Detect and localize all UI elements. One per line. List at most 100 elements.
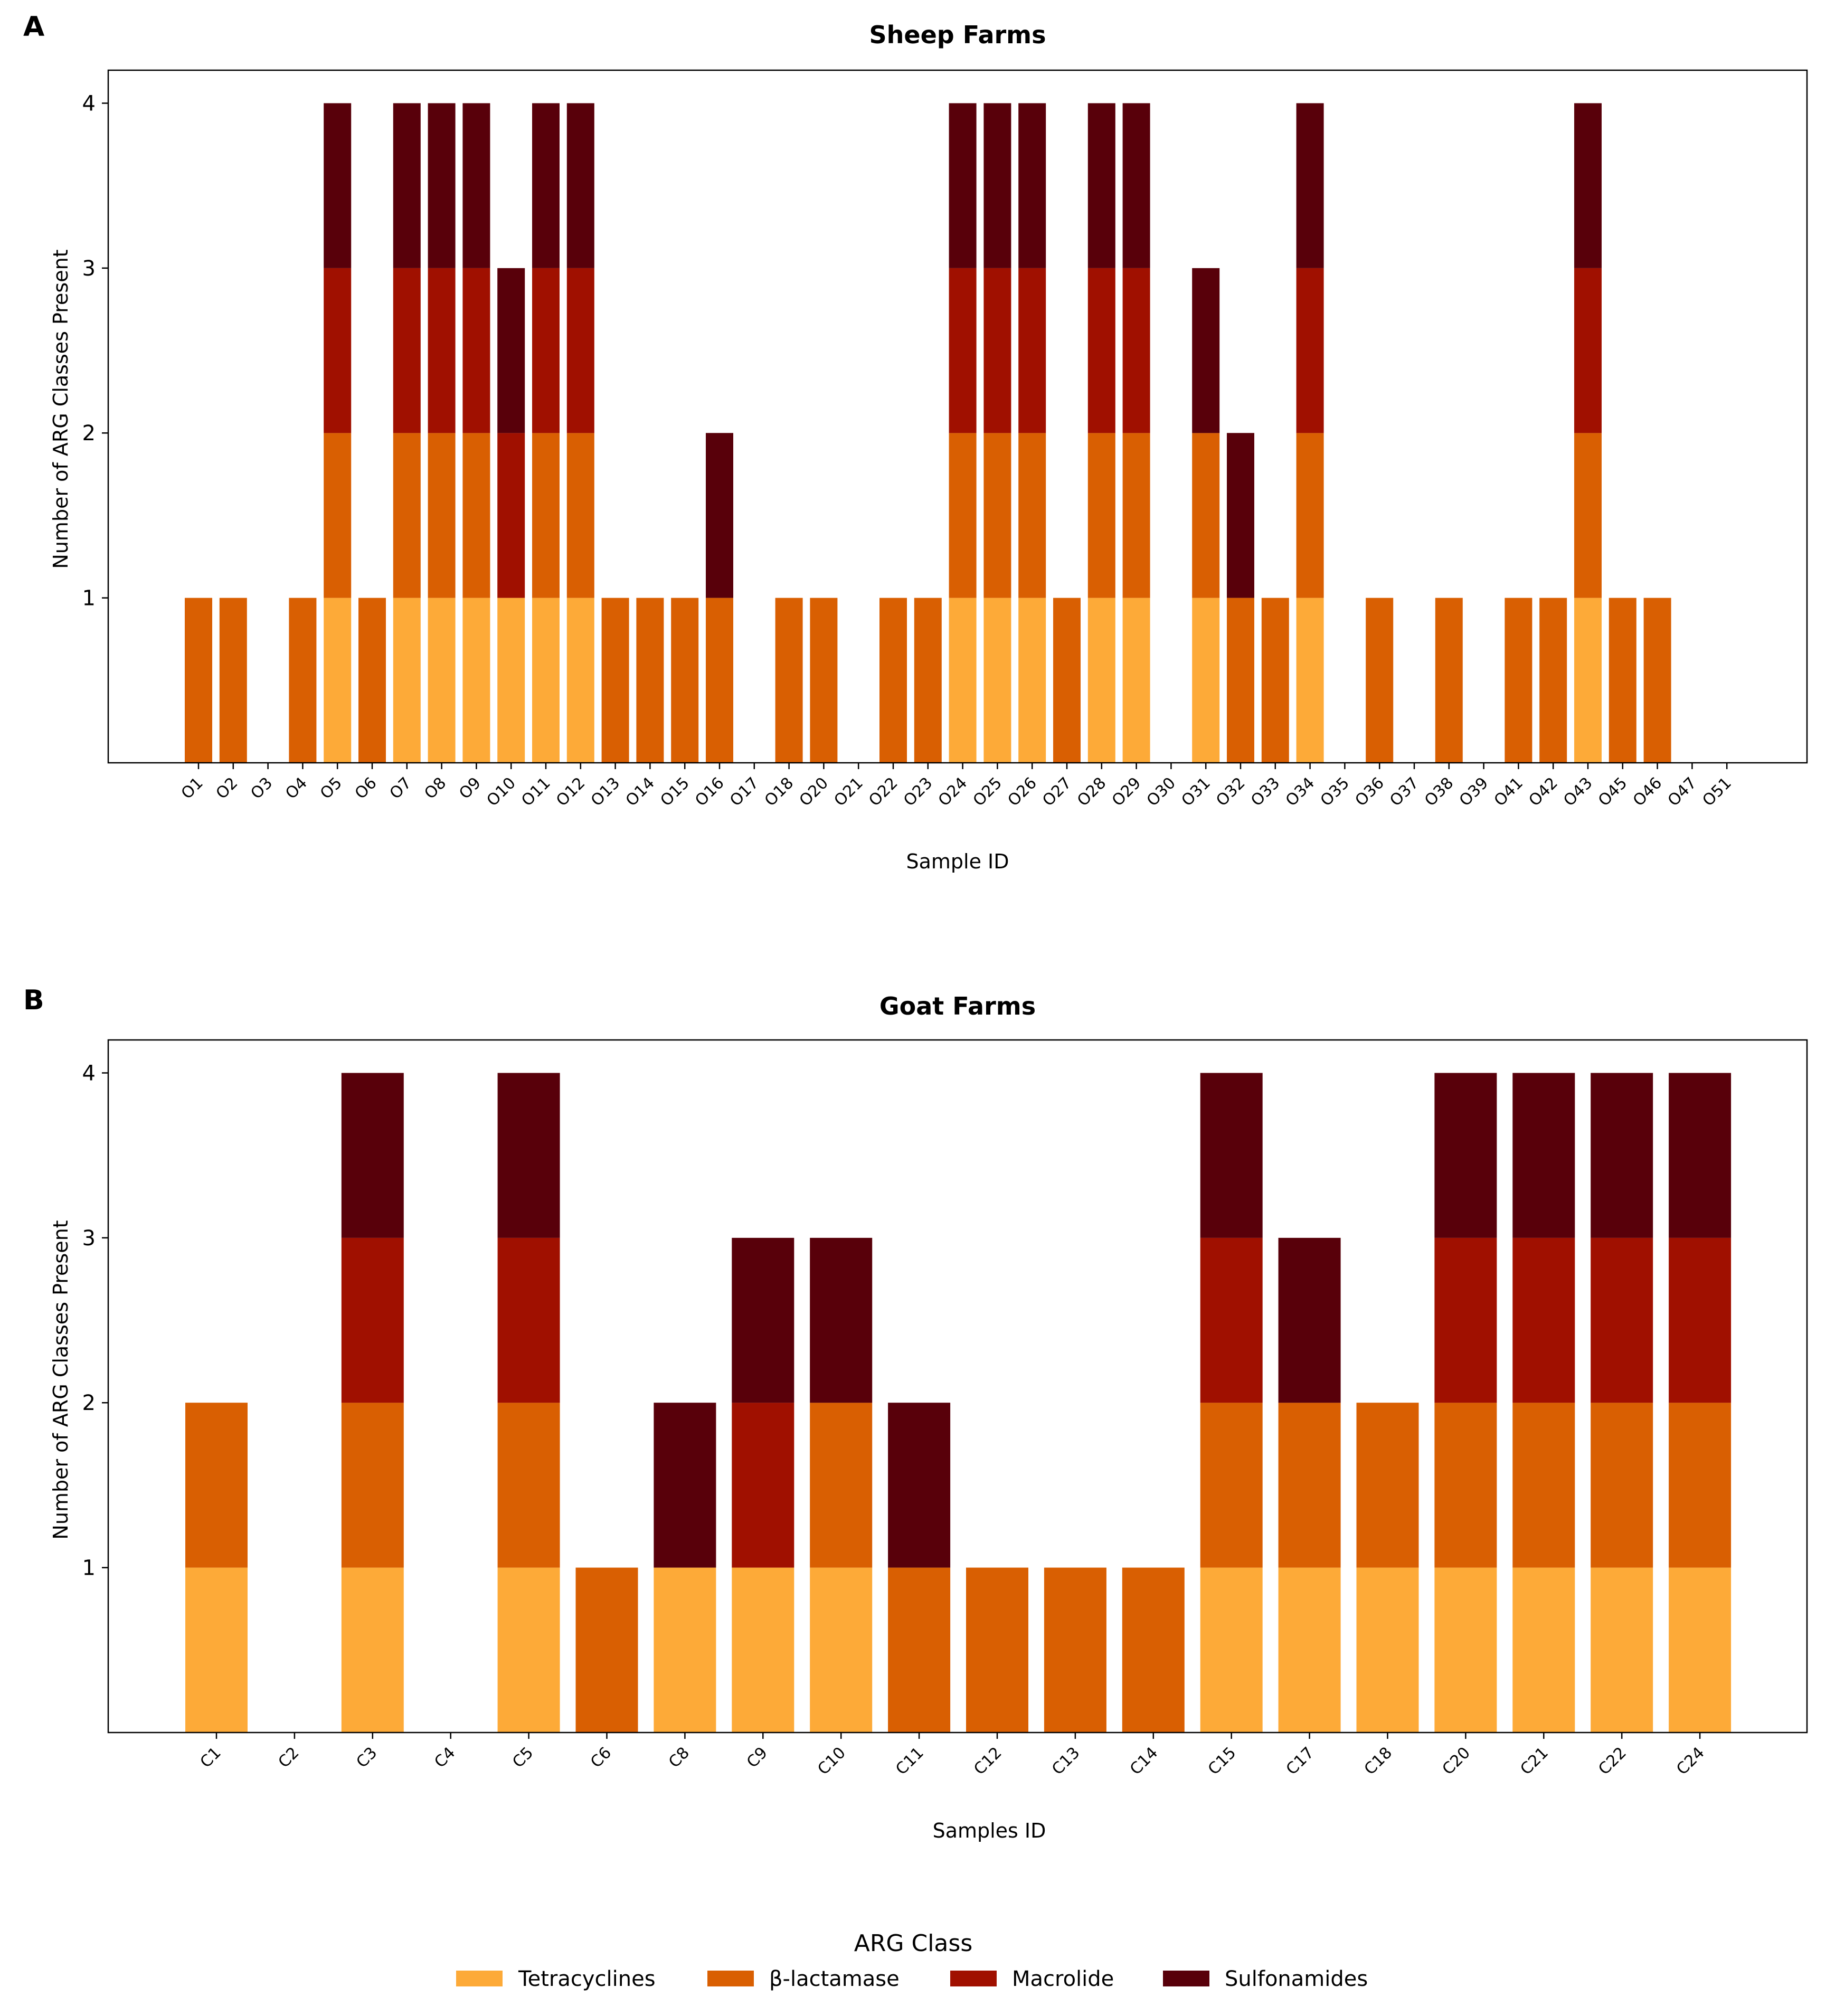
panel-letter: A — [23, 11, 44, 43]
bar-o34-lactamase — [1296, 433, 1324, 598]
bar-o29-tetracyclines — [1122, 598, 1150, 763]
y-tick-label: 2 — [82, 1391, 96, 1415]
y-tick-label: 4 — [82, 91, 96, 116]
bar-c14-lactamase — [1122, 1567, 1185, 1733]
bar-o22-lactamase — [879, 598, 907, 763]
bar-c20-sulfonamides — [1434, 1073, 1497, 1238]
bar-o11-lactamase — [532, 433, 560, 598]
bar-o24-lactamase — [949, 433, 977, 598]
bar-o5-sulfonamides — [324, 103, 352, 268]
y-axis-ticks: 1 2 3 4 — [82, 91, 108, 611]
bar-c10-sulfonamides — [810, 1237, 873, 1403]
bar-o4-lactamase — [289, 598, 317, 763]
bar-o12-sulfonamides — [566, 103, 594, 268]
bar-c10-lactamase — [810, 1403, 873, 1568]
plot-frame — [107, 1039, 1808, 1734]
bar-c8-tetracyclines — [654, 1567, 716, 1733]
bar-c5-lactamase — [497, 1403, 560, 1568]
legend-label-macrolide: Macrolide — [1012, 1967, 1114, 1991]
bar-o12-macrolide — [566, 268, 594, 433]
bar-o2-lactamase — [219, 598, 247, 763]
bar-o46-lactamase — [1643, 598, 1671, 763]
bar-o43-macrolide — [1574, 268, 1602, 433]
legend-swatch-tetracyclines — [456, 1971, 503, 1986]
bar-o29-lactamase — [1122, 433, 1150, 598]
bar-o9-macrolide — [462, 268, 490, 433]
bar-c9-tetracyclines — [732, 1567, 794, 1733]
bar-o18-lactamase — [775, 598, 803, 763]
bar-c18-lactamase — [1356, 1403, 1419, 1568]
bar-o45-lactamase — [1609, 598, 1636, 763]
bar-o29-sulfonamides — [1122, 103, 1150, 268]
bar-o11-tetracyclines — [532, 598, 560, 763]
bar-c13-lactamase — [1044, 1567, 1106, 1733]
bar-o28-tetracyclines — [1087, 598, 1115, 763]
bar-c3-tetracyclines — [341, 1567, 404, 1733]
legend-label-lactamase: β-lactamase — [769, 1967, 900, 1991]
bar-c15-lactamase — [1200, 1403, 1263, 1568]
bar-o25-sulfonamides — [983, 103, 1011, 268]
bar-o6-lactamase — [358, 598, 386, 763]
y-tick-label: 3 — [82, 1226, 96, 1251]
bar-c10-tetracyclines — [810, 1567, 873, 1733]
bar-o8-tetracyclines — [428, 598, 456, 763]
legend-title: ARG Class — [854, 1930, 973, 1957]
bar-c20-macrolide — [1434, 1237, 1497, 1403]
plot-frame — [107, 69, 1808, 764]
legend-swatch-lactamase — [707, 1971, 754, 1986]
bar-o33-lactamase — [1261, 598, 1289, 763]
legend-label-sulfonamides: Sulfonamides — [1225, 1967, 1368, 1991]
bar-c21-sulfonamides — [1512, 1073, 1575, 1238]
bar-c5-macrolide — [497, 1237, 560, 1403]
y-axis-label: Number of ARG Classes Present — [49, 1220, 72, 1539]
bar-o24-macrolide — [949, 268, 977, 433]
bar-c9-macrolide — [732, 1403, 794, 1568]
y-tick-label: 1 — [82, 1556, 96, 1580]
bar-c24-sulfonamides — [1669, 1073, 1732, 1238]
bar-c22-macrolide — [1591, 1237, 1653, 1403]
bar-o31-tetracyclines — [1192, 598, 1220, 763]
bar-o38-lactamase — [1435, 598, 1463, 763]
bar-o5-macrolide — [324, 268, 352, 433]
bar-c22-lactamase — [1591, 1403, 1653, 1568]
bar-o24-tetracyclines — [949, 598, 977, 763]
bar-c11-sulfonamides — [888, 1403, 951, 1568]
bar-c18-tetracyclines — [1356, 1567, 1419, 1733]
bar-c3-lactamase — [341, 1403, 404, 1568]
bar-c15-tetracyclines — [1200, 1567, 1263, 1733]
bar-o31-lactamase — [1192, 433, 1220, 598]
bar-o25-macrolide — [983, 268, 1011, 433]
legend-swatch-macrolide — [950, 1971, 997, 1986]
bar-o10-tetracyclines — [497, 598, 525, 763]
x-axis-label: Samples ID — [933, 1819, 1046, 1842]
y-axis-label: Number of ARG Classes Present — [49, 249, 72, 569]
bar-o31-sulfonamides — [1192, 268, 1220, 433]
legend-swatch-sulfonamides — [1163, 1971, 1209, 1986]
bar-o14-lactamase — [636, 598, 664, 763]
bar-o8-lactamase — [428, 433, 456, 598]
bar-c12-lactamase — [966, 1567, 1028, 1733]
bar-c9-sulfonamides — [732, 1237, 794, 1403]
y-tick-label: 3 — [82, 257, 96, 281]
bar-o9-tetracyclines — [462, 598, 490, 763]
chart-title: Goat Farms — [879, 992, 1036, 1020]
bar-o9-sulfonamides — [462, 103, 490, 268]
bar-o24-sulfonamides — [949, 103, 977, 268]
bar-o25-lactamase — [983, 433, 1011, 598]
bar-c3-macrolide — [341, 1237, 404, 1403]
bar-c17-sulfonamides — [1278, 1237, 1341, 1403]
bar-o7-sulfonamides — [393, 103, 421, 268]
bar-c24-macrolide — [1669, 1237, 1732, 1403]
bar-o10-macrolide — [497, 433, 525, 598]
bar-c5-tetracyclines — [497, 1567, 560, 1733]
bar-c21-tetracyclines — [1512, 1567, 1575, 1733]
bar-o12-lactamase — [566, 433, 594, 598]
bar-c20-tetracyclines — [1434, 1567, 1497, 1733]
bar-c11-lactamase — [888, 1567, 951, 1733]
bar-o8-macrolide — [428, 268, 456, 433]
bar-c1-tetracyclines — [185, 1567, 248, 1733]
bar-o11-macrolide — [532, 268, 560, 433]
y-tick-label: 2 — [82, 421, 96, 446]
chart-title: Sheep Farms — [869, 21, 1046, 49]
bar-o5-lactamase — [324, 433, 352, 598]
